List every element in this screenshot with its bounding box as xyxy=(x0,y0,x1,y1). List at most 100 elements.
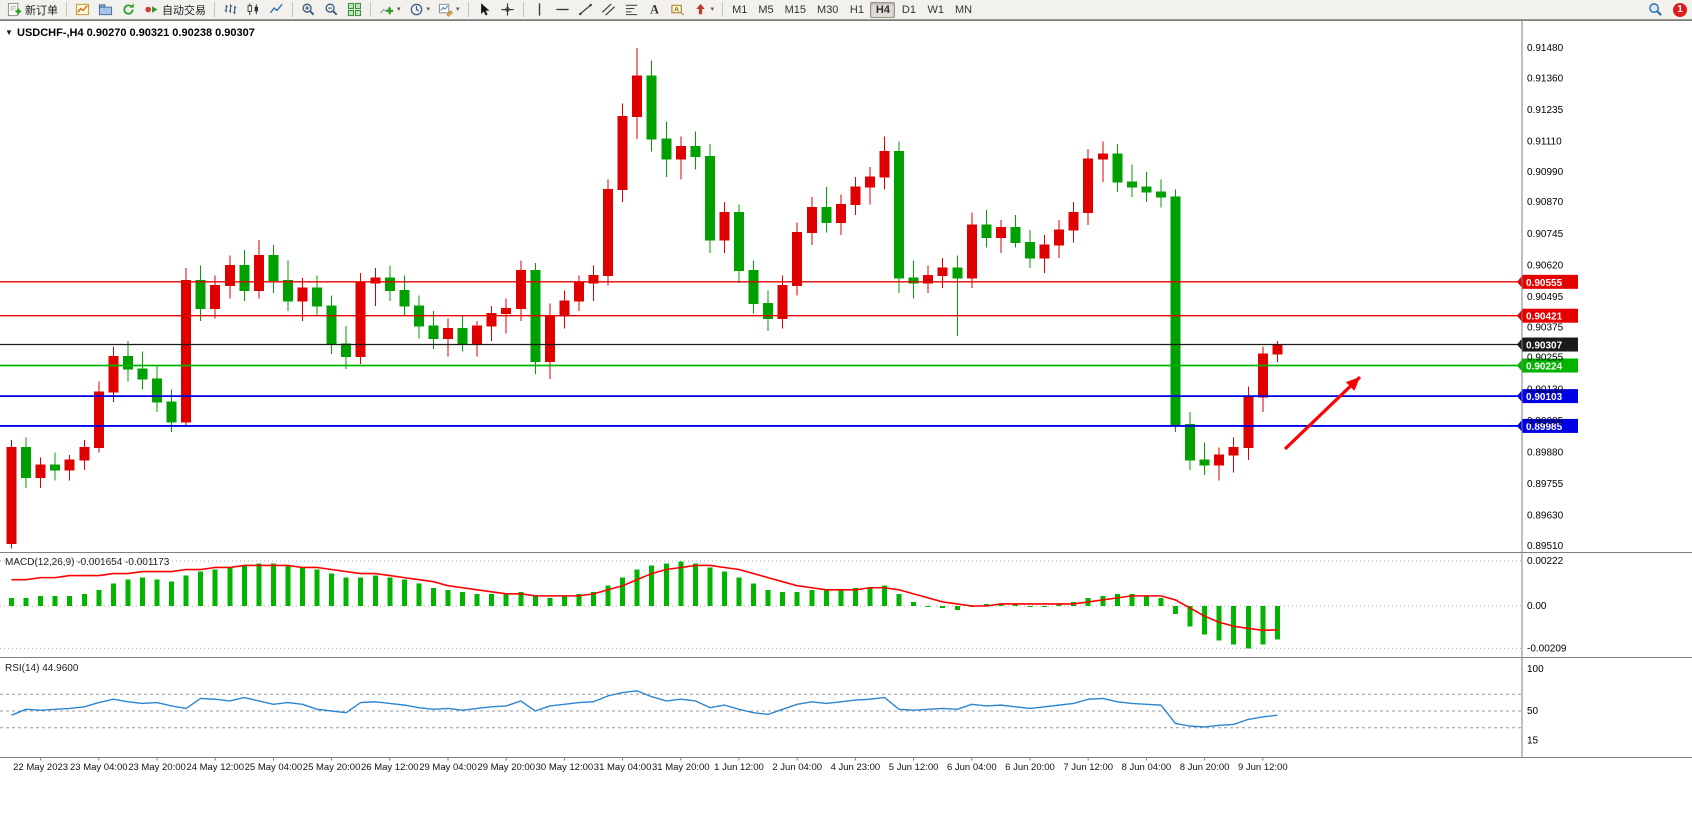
trend-arrow-annotation[interactable] xyxy=(1283,375,1362,451)
macd-histogram xyxy=(9,561,1280,649)
crosshair-button[interactable] xyxy=(496,1,519,19)
price-tag-0.90555: 0.90555 xyxy=(1517,274,1578,289)
notification-badge[interactable]: 1 xyxy=(1673,2,1687,17)
text-label-icon: A xyxy=(670,4,684,16)
price-axis: 0.91480 0.91360 0.91235 0.91110 0.90990 0.908… xyxy=(1527,43,1564,552)
candlestick-chart-button[interactable] xyxy=(242,1,265,19)
timeframe-mn-button[interactable]: MN xyxy=(954,3,973,16)
toolbar-separator xyxy=(66,2,67,17)
svg-text:30 May 12:00: 30 May 12:00 xyxy=(536,762,594,773)
svg-text:0.90620: 0.90620 xyxy=(1527,260,1564,271)
svg-text:15: 15 xyxy=(1527,735,1539,746)
svg-text:0.90555: 0.90555 xyxy=(1526,278,1563,289)
horizontal-line-icon xyxy=(555,8,569,11)
bar-chart-icon xyxy=(224,4,237,15)
timeframe-m15-button[interactable]: M15 xyxy=(784,3,807,16)
horizontal-line-button[interactable] xyxy=(551,1,574,19)
trendline-button[interactable] xyxy=(574,1,597,19)
indicators-icon xyxy=(379,6,394,15)
price-tag-0.90103: 0.90103 xyxy=(1517,389,1578,404)
svg-text:0.91480: 0.91480 xyxy=(1527,43,1564,54)
vertical-line-button[interactable] xyxy=(528,1,551,19)
macd-pane: 0.00222 0.00 -0.00209 MACD(12,26,9) -0.0016… xyxy=(0,556,1567,654)
text-icon: A xyxy=(650,3,659,17)
timeframe-m5-button[interactable]: M5 xyxy=(758,3,774,16)
svg-text:31 May 04:00: 31 May 04:00 xyxy=(594,762,652,773)
bar-chart-button[interactable] xyxy=(219,1,242,19)
timeframe-w1-button[interactable]: W1 xyxy=(927,3,944,16)
periods-button[interactable]: ▾ xyxy=(405,1,435,19)
channel-button[interactable] xyxy=(597,1,620,19)
template-icon xyxy=(438,3,453,17)
arrows-button[interactable]: ▾ xyxy=(689,1,719,19)
chart-area: 0.90555 0.90421 0.90307 0.90224 0.90103 0.899… xyxy=(0,20,1692,837)
search-button[interactable] xyxy=(1644,1,1667,19)
macd-label: MACD(12,26,9) -0.001654 -0.001173 xyxy=(5,557,170,568)
svg-text:25 May 04:00: 25 May 04:00 xyxy=(245,762,303,773)
templates-button[interactable]: ▾ xyxy=(434,1,464,19)
timeframe-m30-button[interactable]: M30 xyxy=(817,3,839,16)
svg-text:0.89630: 0.89630 xyxy=(1527,511,1564,522)
svg-text:22 May 2023: 22 May 2023 xyxy=(13,762,68,773)
toolbar-right-group: 1 xyxy=(1644,1,1689,19)
cursor-button[interactable] xyxy=(473,1,496,19)
tile-windows-icon xyxy=(347,2,362,17)
timeframe-m1-button[interactable]: M1 xyxy=(732,3,748,16)
fibonacci-icon xyxy=(625,4,637,16)
timeframe-buttons: M1 M5 M15 M30 H1 H4 D1 W1 MN xyxy=(727,1,977,18)
svg-text:0.90103: 0.90103 xyxy=(1526,392,1563,403)
chart-svg[interactable]: 0.90555 0.90421 0.90307 0.90224 0.90103 0.899… xyxy=(0,21,1692,837)
arrow-object-icon xyxy=(695,3,705,15)
text-label-button[interactable]: A xyxy=(666,1,689,19)
svg-text:9 Jun 12:00: 9 Jun 12:00 xyxy=(1238,762,1288,773)
chevron-down-icon: ▾ xyxy=(710,6,715,13)
auto-trading-button[interactable]: 自动交易 xyxy=(140,1,210,19)
svg-text:4 Jun 23:00: 4 Jun 23:00 xyxy=(831,762,881,773)
svg-text:31 May 20:00: 31 May 20:00 xyxy=(652,762,710,773)
rsi-pane: 100 50 15 RSI(14) 44.9600 xyxy=(0,663,1544,746)
new-order-label: 新订单 xyxy=(25,4,58,17)
line-chart-button[interactable] xyxy=(265,1,288,19)
toolbar-separator xyxy=(522,2,524,17)
svg-text:25 May 20:00: 25 May 20:00 xyxy=(303,762,361,773)
collapse-arrow-icon: ▼ xyxy=(5,28,13,37)
timeframe-d1-button[interactable]: D1 xyxy=(901,3,916,16)
svg-text:0.91235: 0.91235 xyxy=(1527,105,1564,116)
svg-text:A: A xyxy=(674,6,679,13)
svg-text:0.90421: 0.90421 xyxy=(1526,312,1563,323)
price-tag-0.90224: 0.90224 xyxy=(1517,358,1578,373)
auto-trading-icon xyxy=(145,6,158,13)
svg-text:0.90870: 0.90870 xyxy=(1527,197,1564,208)
profiles-button[interactable] xyxy=(94,1,117,19)
time-axis: 22 May 2023 23 May 04:00 23 May 20:00 24 Ma… xyxy=(13,757,1288,773)
new-chart-button[interactable] xyxy=(71,1,94,19)
svg-text:0.90255: 0.90255 xyxy=(1527,353,1564,364)
toolbar-separator xyxy=(214,2,215,17)
text-button[interactable]: A xyxy=(643,1,666,19)
svg-text:0.91360: 0.91360 xyxy=(1527,73,1564,84)
timeframe-h1-button[interactable]: H1 xyxy=(849,3,864,16)
level-lines: 0.90555 0.90421 0.90307 0.90224 0.90103 0.899… xyxy=(0,274,1578,433)
new-order-button[interactable]: 新订单 xyxy=(3,1,62,19)
refresh-button[interactable] xyxy=(117,1,140,19)
svg-text:0.90745: 0.90745 xyxy=(1527,229,1564,240)
profiles-icon xyxy=(98,4,113,16)
svg-text:0.90224: 0.90224 xyxy=(1526,362,1563,373)
svg-text:A: A xyxy=(650,3,659,17)
zoom-in-button[interactable] xyxy=(297,1,320,19)
svg-text:8 Jun 04:00: 8 Jun 04:00 xyxy=(1122,762,1172,773)
zoom-out-button[interactable] xyxy=(320,1,343,19)
toolbar-separator xyxy=(292,2,293,17)
svg-text:29 May 20:00: 29 May 20:00 xyxy=(477,762,535,773)
chart-title: ▼ USDCHF-,H4 0.90270 0.90321 0.90238 0.90… xyxy=(5,27,255,39)
tile-windows-button[interactable] xyxy=(343,1,366,19)
svg-text:8 Jun 20:00: 8 Jun 20:00 xyxy=(1180,762,1230,773)
chevron-down-icon: ▾ xyxy=(397,6,401,13)
indicators-button[interactable]: ▾ xyxy=(375,1,405,19)
timeframe-h4-button[interactable]: H4 xyxy=(870,1,896,18)
svg-text:-0.00209: -0.00209 xyxy=(1527,643,1567,654)
svg-text:0.89880: 0.89880 xyxy=(1527,447,1564,458)
svg-text:0.89985: 0.89985 xyxy=(1526,422,1563,433)
fibonacci-button[interactable] xyxy=(620,1,643,19)
svg-text:6 Jun 04:00: 6 Jun 04:00 xyxy=(947,762,997,773)
